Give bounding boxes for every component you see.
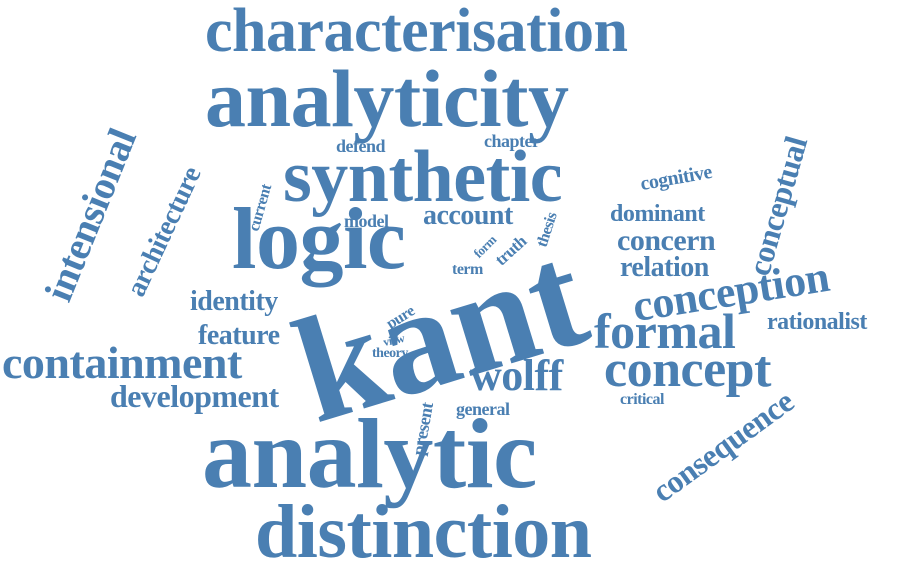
word-general: general (456, 399, 510, 419)
word-theory: theory (372, 346, 408, 361)
word-relation: relation (620, 252, 709, 283)
word-chapter: chapter (484, 131, 540, 151)
word-concern: concern (617, 224, 716, 257)
word-account: account (423, 200, 513, 231)
word-distinction: distinction (255, 490, 592, 568)
word-feature: feature (198, 320, 280, 351)
word-cognitive: cognitive (638, 160, 714, 196)
word-term: term (452, 261, 483, 278)
word-model: model (344, 211, 389, 231)
word-logic: logic (232, 191, 406, 288)
word-analytic: analytic (202, 398, 537, 509)
word-dominant: dominant (610, 201, 705, 227)
word-development: development (110, 378, 279, 414)
word-containment: containment (2, 337, 242, 388)
word-architecture: architecture (120, 162, 208, 302)
word-defend: defend (336, 136, 386, 156)
word-synthetic: synthetic (283, 136, 563, 218)
word-consequence: consequence (645, 382, 800, 510)
word-critical: critical (620, 391, 664, 408)
word-formal: formal (594, 303, 736, 359)
word-wolff: wolff (470, 351, 563, 400)
word-analyticity: analyticity (205, 53, 569, 144)
word-rationalist: rationalist (767, 309, 867, 335)
word-characterisation: characterisation (205, 0, 628, 65)
word-identity: identity (190, 286, 278, 317)
word-concept: concept (604, 341, 771, 398)
